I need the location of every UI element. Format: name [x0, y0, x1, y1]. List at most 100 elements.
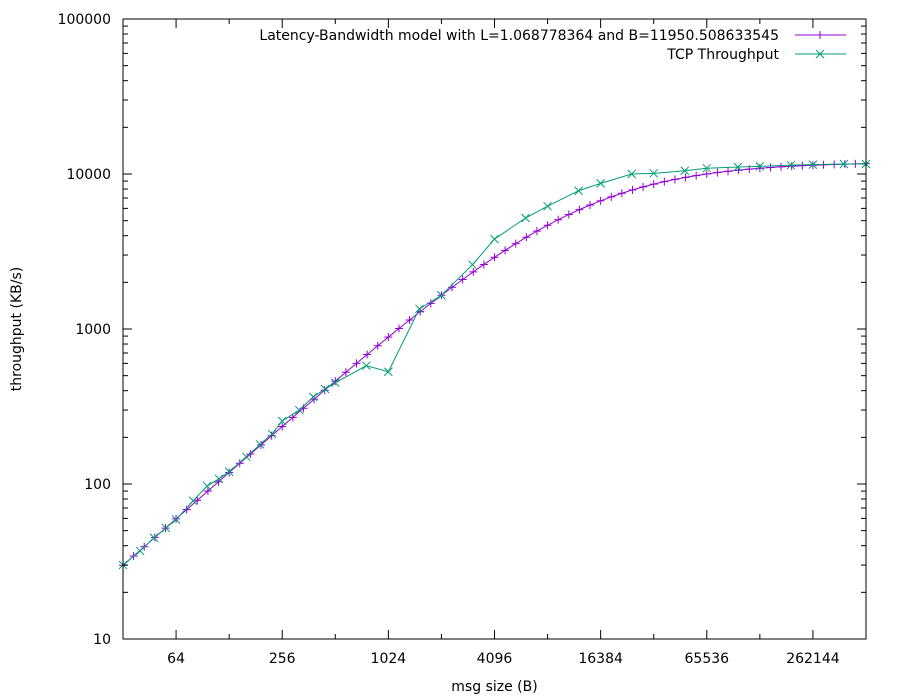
series-1-point: [628, 185, 637, 194]
series-1-point: [490, 253, 499, 262]
series-1-point: [564, 210, 573, 219]
y-tick-label: 100000: [58, 12, 111, 28]
x-tick-label: 16384: [578, 651, 623, 667]
y-tick-label: 10: [93, 632, 111, 648]
series-1-point: [405, 315, 414, 324]
series-1-point: [692, 171, 701, 180]
series-2-point: [680, 166, 690, 176]
legend-item-2: TCP Throughput: [666, 47, 846, 63]
series-2-point: [384, 367, 393, 377]
series-2-point: [171, 515, 181, 524]
series-2-line: [122, 163, 866, 566]
series-1-point: [639, 182, 648, 191]
series-1-point: [182, 505, 191, 514]
series-2-point: [224, 467, 234, 477]
series-1-point: [373, 341, 382, 350]
series-1-point: [617, 189, 626, 198]
y-tick-label: 10000: [66, 167, 111, 183]
series-1-point: [278, 422, 287, 431]
y-tick-label: 100: [84, 477, 111, 493]
axis-layer: 10 100 1000 10000 100000 64 256 1024 4096 16384 65…: [58, 12, 867, 667]
series-1-line: [122, 163, 867, 566]
series-2-point: [267, 429, 277, 439]
series-2-point: [415, 304, 424, 314]
series-2-point: [330, 378, 340, 388]
series-2-point: [188, 496, 198, 506]
x-tick-label: 256: [269, 651, 296, 667]
series-2-point: [241, 452, 251, 462]
series-1-point: [702, 169, 711, 178]
series-1-point: [532, 227, 541, 236]
series-2-point: [135, 546, 145, 556]
series-1-point: [511, 239, 520, 248]
series-1-point: [203, 487, 212, 496]
series-2-point: [702, 163, 712, 173]
legend-swatch-marker: [815, 49, 825, 59]
legend-swatch-marker: [816, 31, 824, 39]
x-axis-label: msg size (B): [451, 679, 537, 695]
series-2-point: [214, 474, 224, 484]
series-1-point: [724, 167, 733, 176]
series-2-point: [574, 186, 583, 196]
series-1: [119, 159, 870, 570]
series-2-point: [161, 523, 171, 533]
series-1-point: [586, 201, 595, 210]
series-1-point: [193, 496, 202, 505]
series-1-point: [384, 333, 393, 342]
series-2-point: [320, 384, 330, 394]
series-1-point: [766, 163, 775, 172]
legend-label: TCP Throughput: [666, 47, 779, 63]
series-2-point: [361, 361, 371, 371]
x-tick-label: 4096: [477, 651, 513, 667]
series-2-point: [808, 160, 818, 169]
series-1-point: [543, 221, 552, 230]
series-1-point: [596, 196, 605, 205]
legend: Latency-Bandwidth model with L=1.0687783…: [259, 28, 846, 63]
series-1-point: [469, 267, 478, 276]
series-2-point: [294, 405, 304, 415]
series-2-point: [733, 162, 743, 172]
series-2-point: [596, 179, 605, 188]
series-2: [118, 159, 871, 570]
series-2-point: [490, 234, 499, 244]
legend-item-1: Latency-Bandwidth model with L=1.0687783…: [259, 28, 846, 44]
series-1-point: [320, 386, 329, 395]
series-2-point: [755, 162, 765, 171]
series-1-point: [235, 459, 244, 468]
series-2-point: [839, 159, 849, 169]
y-axis-label: throughput (KB/s): [9, 267, 25, 391]
series-1-point: [798, 161, 807, 170]
series-2-point: [149, 533, 159, 543]
y-tick-label: 1000: [75, 322, 111, 338]
series-2-point: [277, 416, 287, 426]
series-1-point: [660, 177, 669, 186]
series-1-point: [225, 468, 234, 477]
series-2-point: [255, 440, 265, 449]
series-1-point: [246, 450, 255, 459]
series-1-point: [479, 260, 488, 269]
series-2-point: [627, 169, 637, 179]
x-tick-label: 1024: [371, 651, 407, 667]
series-2-point: [468, 260, 477, 270]
series-1-point: [670, 175, 679, 184]
series-1-point: [341, 368, 350, 377]
x-tick-label: 64: [167, 651, 185, 667]
series-1-point: [681, 173, 690, 182]
series-1-point: [554, 215, 563, 224]
series-2-point: [649, 168, 659, 178]
series-2-point: [437, 290, 446, 300]
series-1-point: [777, 162, 786, 171]
series-2-point: [543, 201, 552, 211]
series-2-point: [202, 481, 212, 491]
series-1-point: [394, 324, 403, 333]
series-2-point: [308, 392, 318, 402]
series-2-point: [786, 160, 796, 170]
series-1-point: [575, 205, 584, 214]
series-1-point: [755, 164, 764, 173]
series-2-point: [521, 213, 530, 223]
series-1-point: [713, 168, 722, 177]
x-tick-label: 262144: [786, 651, 840, 667]
series-1-point: [501, 246, 510, 255]
series-1-point: [522, 233, 531, 242]
